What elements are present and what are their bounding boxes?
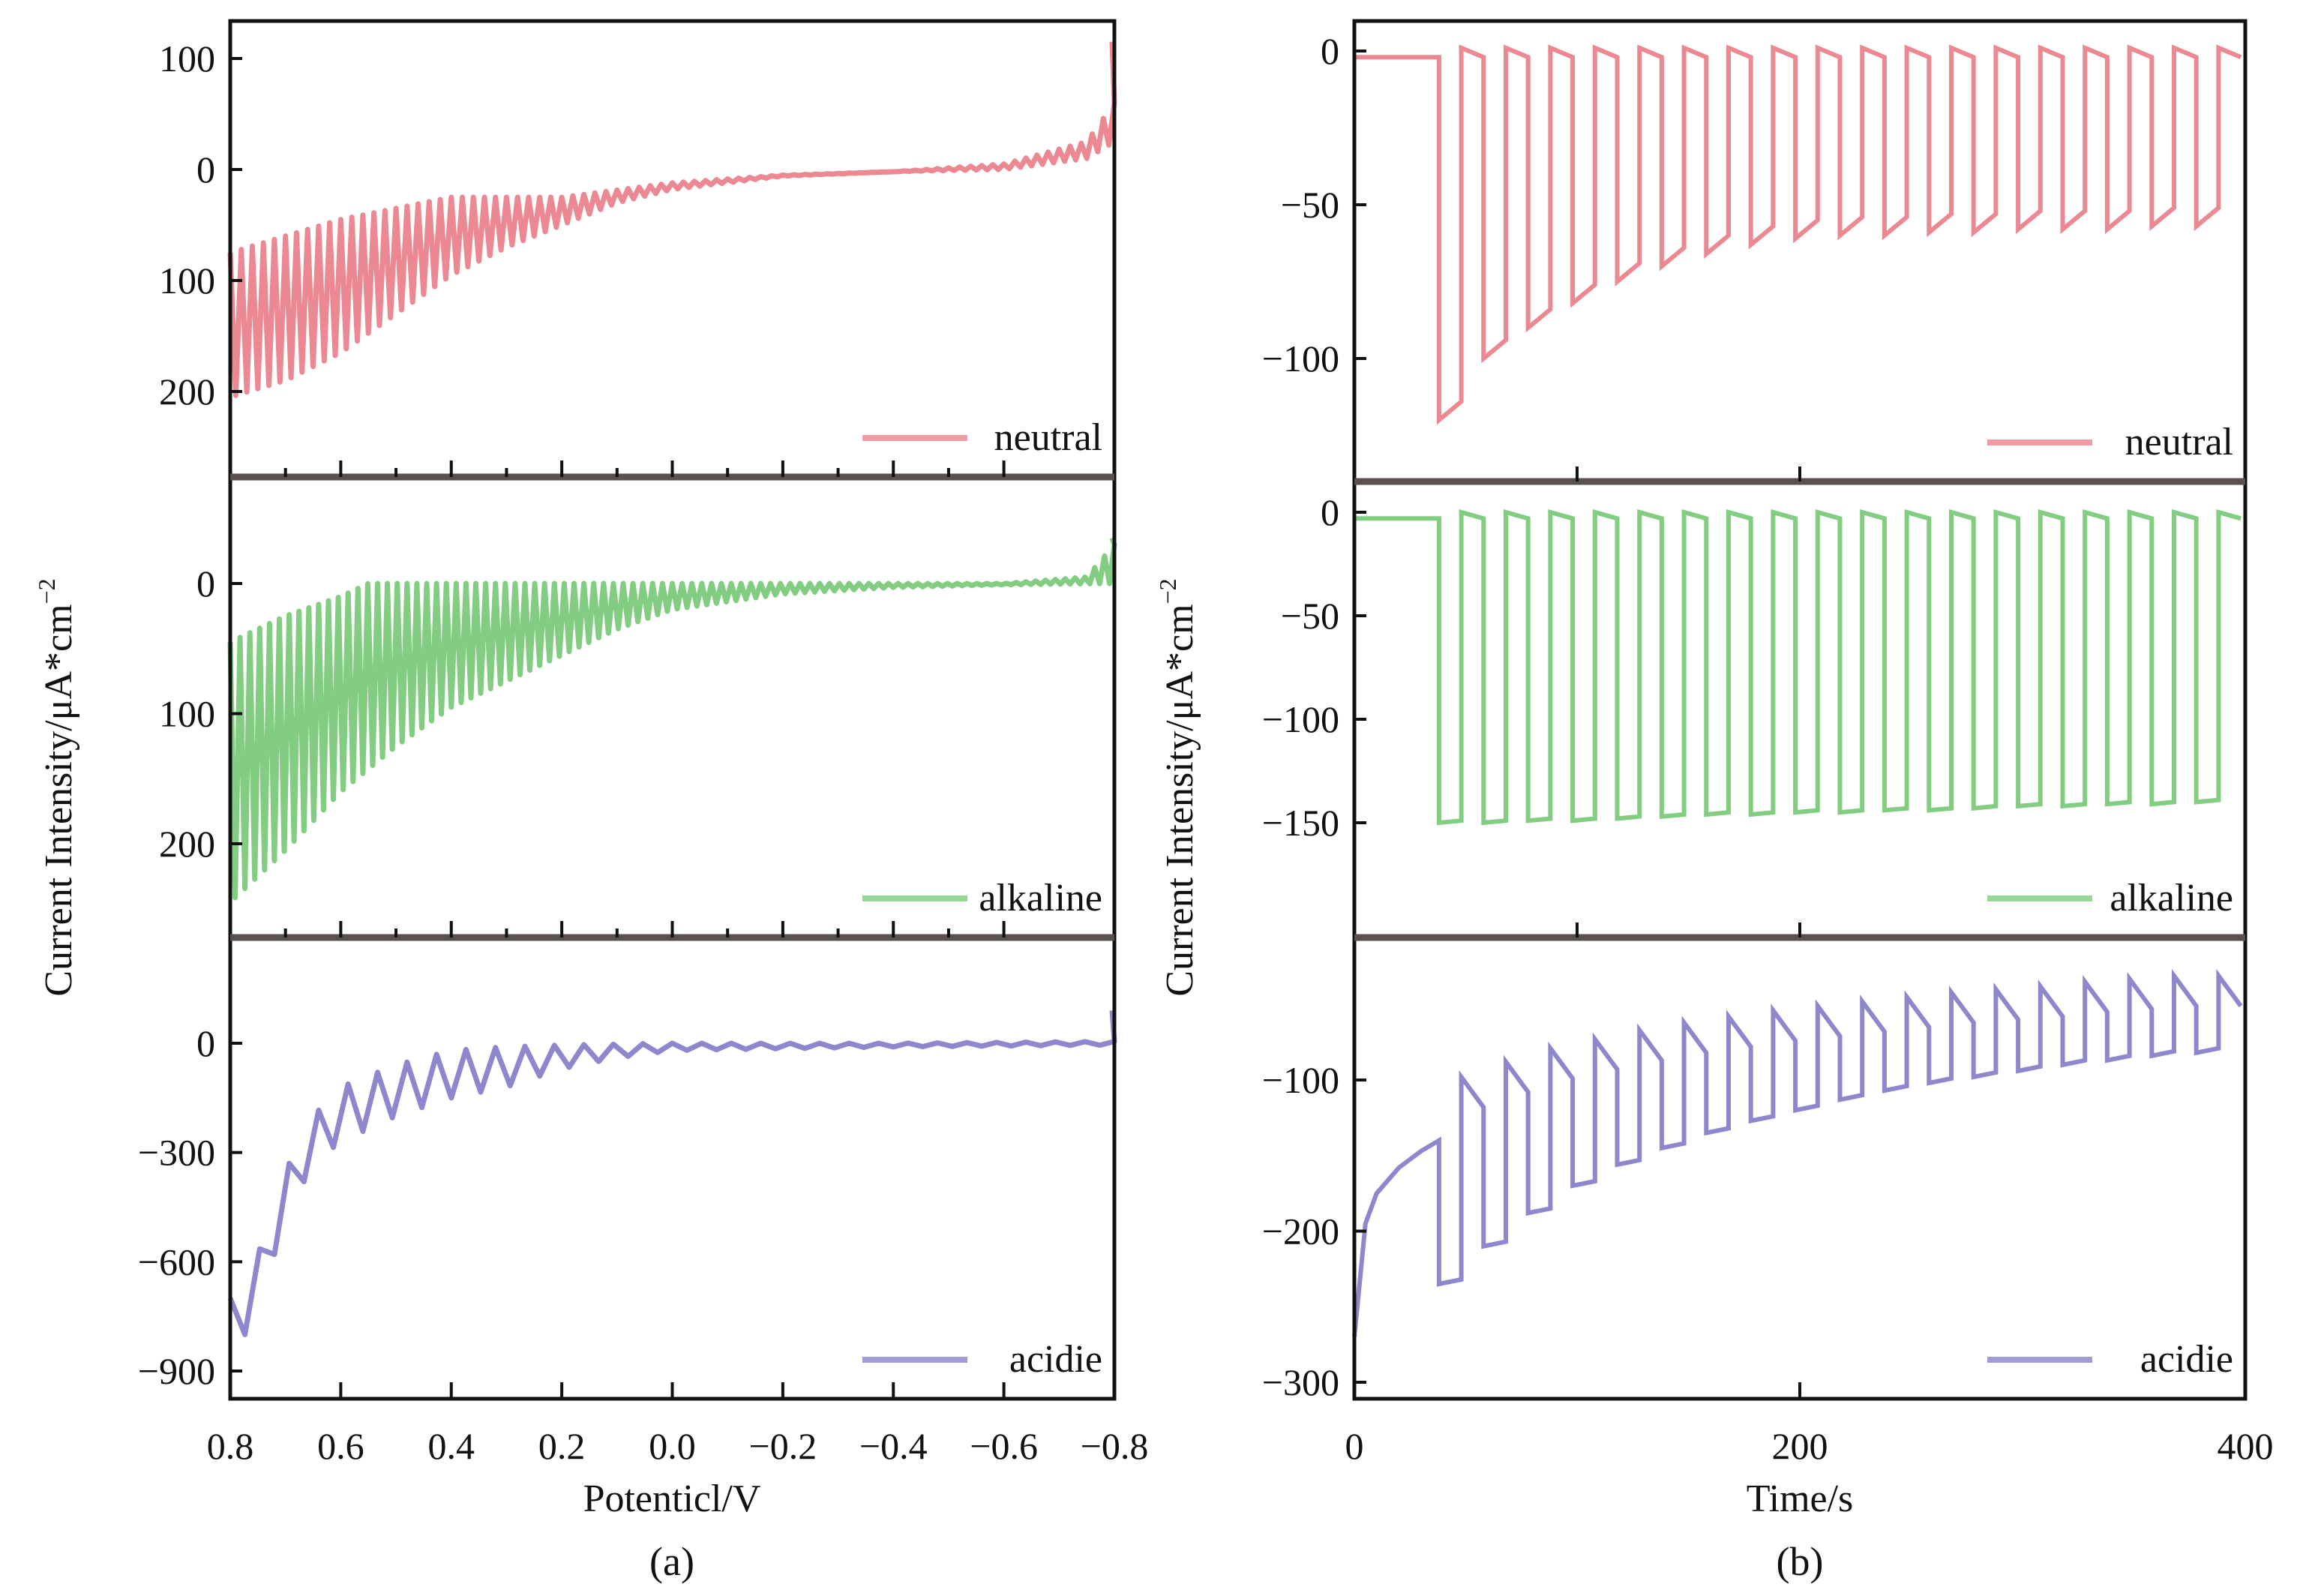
panel-a-x-tick-label: 0.8 <box>207 1425 254 1467</box>
panel-a-x-tick-label: 0.4 <box>428 1425 475 1467</box>
panel-a-acidie-legend-label: acidie <box>1009 1338 1102 1381</box>
panel-b-acidie-y-tick-label: −100 <box>1262 1059 1339 1101</box>
panel-a-alkaline-legend-label: alkaline <box>979 877 1102 920</box>
panel-b-label: (b) <box>1777 1539 1824 1584</box>
panel-b-neutral-y-tick-label: 0 <box>1321 30 1339 72</box>
panel-a-acidie-curve <box>227 1010 1117 1337</box>
panel-a-neutral-y-tick-label: 100 <box>159 260 215 302</box>
panel-a-alkaline-y-tick-label: 100 <box>159 693 215 735</box>
panel-a-neutral-legend-label: neutral <box>994 416 1102 459</box>
panel-b-acidie-legend-label: acidie <box>2140 1338 2233 1381</box>
panel-a-neutral-y-tick-label: 200 <box>159 370 215 412</box>
y-axis-title-text: Current Intensity/μA*cm <box>1159 604 1201 996</box>
panel-a-alkaline-y-tick-label: 0 <box>196 562 215 604</box>
panel-b-alkaline-legend-label: alkaline <box>2110 877 2233 920</box>
panel-b-acidie-y-tick-label: −200 <box>1262 1210 1339 1252</box>
panel-b-x-tick-label: 0 <box>1345 1425 1364 1467</box>
panel-b-alkaline-curve <box>1354 509 2242 826</box>
panel-a-acidie-y-tick-label: −900 <box>138 1350 215 1392</box>
panel-b-alkaline-y-tick-label: 0 <box>1321 491 1339 533</box>
panel-a-acidie-y-tick-label: −600 <box>138 1240 215 1282</box>
panel-a-acidie-y-tick-label: 0 <box>196 1022 215 1064</box>
panel-a-alkaline-curve <box>227 537 1117 901</box>
panel-b-x-tick-label: 400 <box>2218 1425 2274 1467</box>
panel-a-neutral-y-tick-label: 100 <box>159 38 215 80</box>
panel-b-alkaline-y-tick-label: −100 <box>1262 698 1339 740</box>
panel-a-y-axis-title: Current Intensity/μA*cm−2 <box>33 578 80 996</box>
panel-b-x-tick-label: 200 <box>1772 1425 1828 1467</box>
panel-a-x-tick-label: 0.0 <box>649 1425 696 1467</box>
panel-b-alkaline-y-tick-label: −150 <box>1262 802 1339 844</box>
y-axis-title-text: Current Intensity/μA*cm <box>37 604 80 996</box>
panel-a-x-tick-label: −0.4 <box>859 1425 928 1467</box>
y-axis-title-superscript: −2 <box>33 578 60 604</box>
panel-b-neutral-y-tick-label: −50 <box>1281 184 1339 226</box>
panel-b-y-axis-title: Current Intensity/μA*cm−2 <box>1154 578 1201 996</box>
panel-a-x-axis-title: Potenticl/V <box>583 1478 761 1520</box>
panel-a-acidie-y-tick-label: −300 <box>138 1132 215 1174</box>
panel-a: 100 0 100 200 0 100 200 0 −300 −600 −900 0.8 0.6 0.4 0… <box>33 19 1149 1584</box>
panel-b-neutral-y-tick-label: −100 <box>1262 338 1339 380</box>
panel-a-neutral-y-tick-label: 0 <box>196 148 215 190</box>
panel-b-alkaline-y-tick-label: −50 <box>1281 595 1339 637</box>
panel-b-acidie-curve <box>1352 968 2243 1337</box>
panel-a-x-tick-label: 0.2 <box>538 1425 586 1467</box>
panel-a-x-tick-label: 0.6 <box>317 1425 364 1467</box>
panel-b-acidie-y-tick-label: −300 <box>1262 1361 1339 1403</box>
panel-a-x-tick-label: −0.6 <box>970 1425 1038 1467</box>
panel-b-neutral-curve <box>1354 44 2242 425</box>
panel-a-alkaline-y-tick-label: 200 <box>159 823 215 865</box>
panel-a-x-tick-label: −0.8 <box>1081 1425 1149 1467</box>
panel-a-label: (a) <box>649 1539 694 1584</box>
panel-a-x-tick-label: −0.2 <box>749 1425 817 1467</box>
panel-b-x-axis-title: Time/s <box>1747 1478 1854 1520</box>
panel-b-neutral-legend-label: neutral <box>2125 421 2233 464</box>
panel-a-neutral-curve <box>227 41 1117 398</box>
y-axis-title-superscript: −2 <box>1154 578 1181 604</box>
